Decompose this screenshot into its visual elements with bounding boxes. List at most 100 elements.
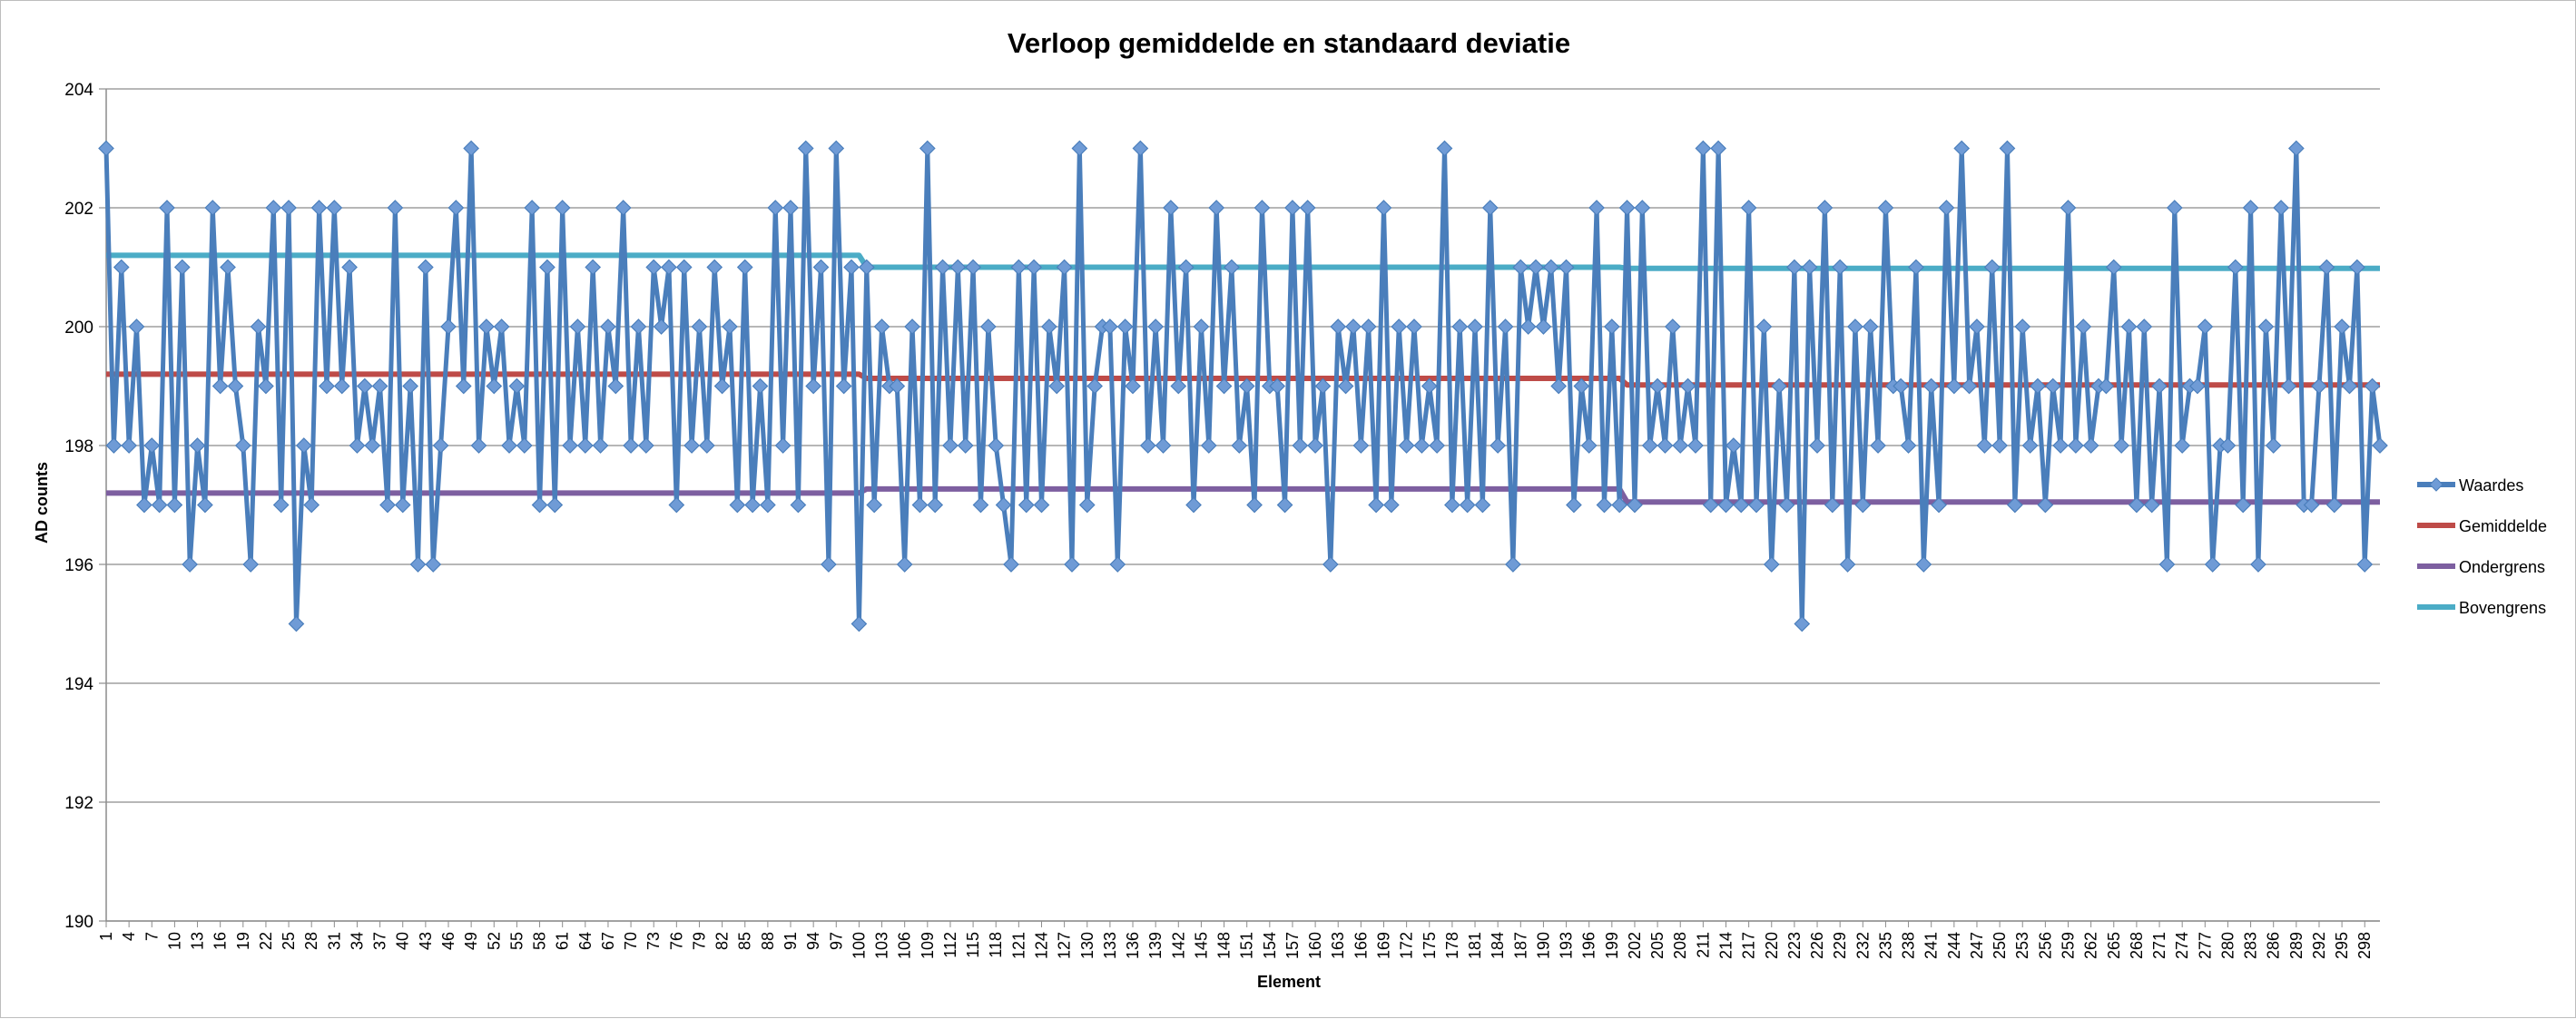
data-point [1215, 377, 1233, 395]
x-tick-label: 211 [1694, 932, 1712, 958]
data-point [2372, 437, 2388, 454]
data-point [1322, 556, 1339, 573]
x-tick-label: 85 [736, 932, 754, 950]
x-tick-label: 94 [804, 932, 822, 950]
data-point [2075, 318, 2092, 335]
data-point [782, 200, 799, 216]
x-tick-label: 109 [919, 932, 937, 959]
x-tick-label: 181 [1466, 932, 1484, 959]
data-point [637, 437, 654, 454]
data-point [873, 318, 890, 335]
data-point [2014, 318, 2031, 335]
data-point [2356, 556, 2374, 573]
data-point [2219, 437, 2237, 454]
x-tick-label: 217 [1740, 932, 1758, 959]
data-point [2250, 556, 2266, 573]
data-point [303, 496, 320, 514]
data-point [121, 437, 137, 454]
data-point [1695, 140, 1712, 157]
x-tick-label: 178 [1443, 932, 1461, 959]
data-point [2334, 318, 2350, 335]
data-point [1726, 437, 1742, 454]
data-point [554, 200, 571, 216]
x-tick-label: 187 [1511, 932, 1529, 959]
data-point [661, 259, 677, 276]
series-line-bovengrens [106, 252, 2380, 271]
x-tick-label: 145 [1192, 932, 1210, 959]
data-point [934, 259, 951, 276]
x-tick-label: 148 [1215, 932, 1234, 959]
data-point [2068, 437, 2084, 454]
data-point [683, 437, 700, 454]
x-tick-label: 127 [1056, 932, 1074, 959]
data-point [197, 496, 213, 514]
data-point [1033, 496, 1050, 514]
data-point [539, 259, 556, 276]
data-point [1246, 496, 1263, 514]
x-tick-label: 235 [1876, 932, 1894, 959]
data-point [234, 437, 251, 454]
data-point [1391, 318, 1408, 335]
data-point [1961, 377, 1978, 395]
data-point [463, 140, 479, 157]
data-point [1801, 259, 1818, 276]
data-point [409, 556, 427, 573]
data-point [592, 437, 609, 454]
legend: Waardes Gemiddelde Ondergrens Bovengrens [2417, 476, 2547, 617]
x-tick-label: 151 [1238, 932, 1256, 959]
x-tick-label: 265 [2105, 932, 2123, 959]
data-point [1368, 496, 1384, 514]
data-point [919, 140, 936, 157]
data-point [1490, 437, 1507, 454]
x-tick-label: 295 [2333, 932, 2351, 959]
data-point [280, 200, 297, 216]
x-tick-label: 277 [2196, 932, 2214, 959]
data-point [1170, 377, 1187, 395]
data-point [151, 496, 168, 514]
data-point [136, 496, 152, 514]
data-point [310, 200, 328, 216]
x-tick-label: 19 [234, 932, 252, 950]
data-point [1687, 437, 1704, 454]
data-point [1832, 259, 1849, 276]
data-point [1991, 437, 2008, 454]
x-tick-label: 199 [1603, 932, 1621, 959]
data-point [379, 496, 396, 514]
data-point [1580, 437, 1598, 454]
data-point [1512, 259, 1529, 276]
legend-label-gemiddelde: Gemiddelde [2459, 517, 2547, 535]
data-point [432, 437, 449, 454]
data-point [904, 318, 920, 335]
data-point [1155, 437, 1172, 454]
data-point [2143, 496, 2160, 514]
data-point [1284, 200, 1301, 216]
data-point [394, 496, 411, 514]
data-point [1185, 496, 1202, 514]
x-tick-label: 100 [850, 932, 868, 959]
data-point [1573, 377, 1590, 395]
series-line-ondergrens [106, 485, 2380, 505]
x-tick-label: 259 [2060, 932, 2078, 959]
data-point [1794, 615, 1811, 632]
data-point [2007, 496, 2023, 514]
data-point [812, 259, 830, 276]
data-point [189, 437, 206, 454]
data-point [979, 318, 997, 335]
data-point [927, 496, 944, 514]
data-point [1421, 377, 1438, 395]
data-point [1542, 259, 1559, 276]
data-point [1147, 318, 1165, 335]
data-point [501, 437, 517, 454]
data-point [2151, 377, 2168, 395]
data-point [1953, 140, 1971, 157]
data-point [1299, 200, 1316, 216]
data-point [447, 200, 465, 216]
x-tick-label: 40 [394, 932, 412, 950]
data-point [1413, 437, 1431, 454]
data-point [1999, 140, 2016, 157]
data-point [341, 259, 358, 276]
x-tick-label: 139 [1146, 932, 1165, 959]
y-tick-label: 204 [64, 81, 93, 100]
data-point [760, 496, 776, 514]
y-tick-label: 190 [64, 913, 93, 932]
